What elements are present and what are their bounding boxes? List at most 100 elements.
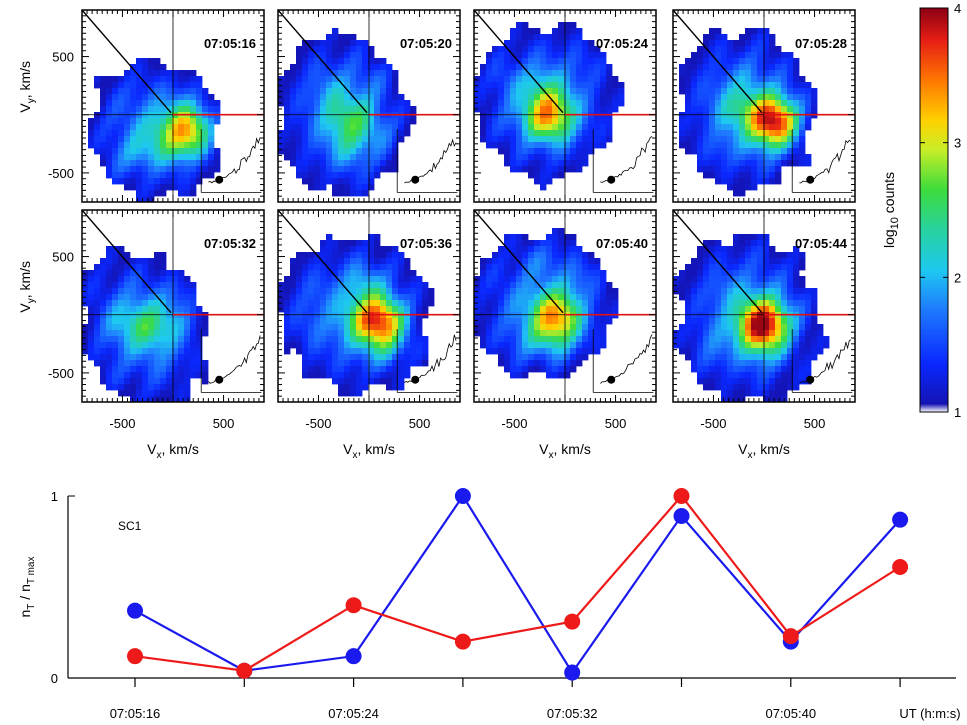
density-cell	[302, 160, 309, 167]
density-cell	[570, 130, 577, 137]
density-cell	[392, 76, 399, 83]
density-cell	[320, 294, 327, 301]
density-cell	[498, 342, 505, 349]
density-cell	[474, 324, 481, 331]
density-cell	[88, 130, 95, 137]
density-cell	[528, 276, 535, 283]
density-cell	[112, 300, 119, 307]
density-cell	[172, 318, 179, 325]
density-cell	[332, 306, 339, 313]
density-cell	[398, 136, 405, 143]
density-cell	[136, 264, 143, 271]
density-cell	[691, 342, 698, 349]
density-cell	[172, 366, 179, 373]
density-cell	[721, 264, 728, 271]
density-cell	[166, 178, 173, 185]
density-cell	[709, 46, 716, 53]
density-cell	[196, 136, 203, 143]
density-cell	[302, 94, 309, 101]
density-cell	[594, 70, 601, 77]
density-cell	[739, 366, 746, 373]
density-cell	[516, 46, 523, 53]
density-cell	[190, 70, 197, 77]
density-cell	[178, 94, 185, 101]
density-cell	[745, 52, 752, 59]
density-cell	[196, 172, 203, 179]
density-cell	[709, 154, 716, 161]
density-cell	[416, 300, 423, 307]
density-cell	[745, 130, 752, 137]
density-cell	[480, 336, 487, 343]
density-cell	[570, 88, 577, 95]
density-cell	[486, 64, 493, 71]
density-cell	[552, 82, 559, 89]
density-cell	[540, 166, 547, 173]
density-cell	[314, 348, 321, 355]
density-cell	[362, 330, 369, 337]
density-cell	[142, 190, 149, 197]
density-cell	[386, 360, 393, 367]
density-cell	[739, 330, 746, 337]
density-cell	[510, 118, 517, 125]
density-cell	[570, 136, 577, 143]
density-cell	[480, 130, 487, 137]
density-cell	[94, 270, 101, 277]
density-cell	[386, 82, 393, 89]
density-cell	[196, 318, 203, 325]
density-cell	[154, 130, 161, 137]
density-cell	[739, 190, 746, 197]
density-cell	[160, 178, 167, 185]
density-cell	[106, 324, 113, 331]
density-cell	[338, 360, 345, 367]
density-cell	[320, 246, 327, 253]
density-cell	[733, 270, 740, 277]
density-cell	[124, 270, 131, 277]
density-cell	[338, 76, 345, 83]
density-cell	[302, 276, 309, 283]
density-cell	[356, 166, 363, 173]
density-cell	[751, 52, 758, 59]
density-cell	[398, 330, 405, 337]
density-cell	[781, 76, 788, 83]
density-cell	[540, 142, 547, 149]
density-cell	[332, 258, 339, 265]
density-cell	[546, 348, 553, 355]
density-cell	[727, 246, 734, 253]
density-cell	[362, 270, 369, 277]
density-cell	[184, 178, 191, 185]
density-cell	[368, 360, 375, 367]
density-cell	[510, 64, 517, 71]
density-cell	[178, 76, 185, 83]
density-cell	[166, 294, 173, 301]
density-cell	[94, 312, 101, 319]
density-cell	[392, 318, 399, 325]
density-cell	[332, 52, 339, 59]
density-cell	[528, 252, 535, 259]
density-cell	[558, 360, 565, 367]
density-cell	[386, 354, 393, 361]
density-cell	[721, 100, 728, 107]
density-cell	[130, 390, 137, 397]
density-cell	[757, 318, 764, 325]
density-cell	[130, 336, 137, 343]
density-cell	[178, 378, 185, 385]
density-cell	[338, 306, 345, 313]
density-cell	[558, 130, 565, 137]
density-cell	[600, 300, 607, 307]
density-cell	[498, 360, 505, 367]
density-cell	[552, 166, 559, 173]
density-cell	[612, 288, 619, 295]
density-cell	[588, 342, 595, 349]
density-cell	[787, 258, 794, 265]
density-cell	[374, 58, 381, 65]
density-cell	[148, 106, 155, 113]
density-cell	[166, 172, 173, 179]
density-cell	[100, 118, 107, 125]
density-cell	[564, 330, 571, 337]
density-cell	[154, 136, 161, 143]
density-cell	[142, 82, 149, 89]
density-cell	[362, 258, 369, 265]
density-cell	[534, 106, 541, 113]
density-cell	[745, 58, 752, 65]
density-cell	[492, 318, 499, 325]
